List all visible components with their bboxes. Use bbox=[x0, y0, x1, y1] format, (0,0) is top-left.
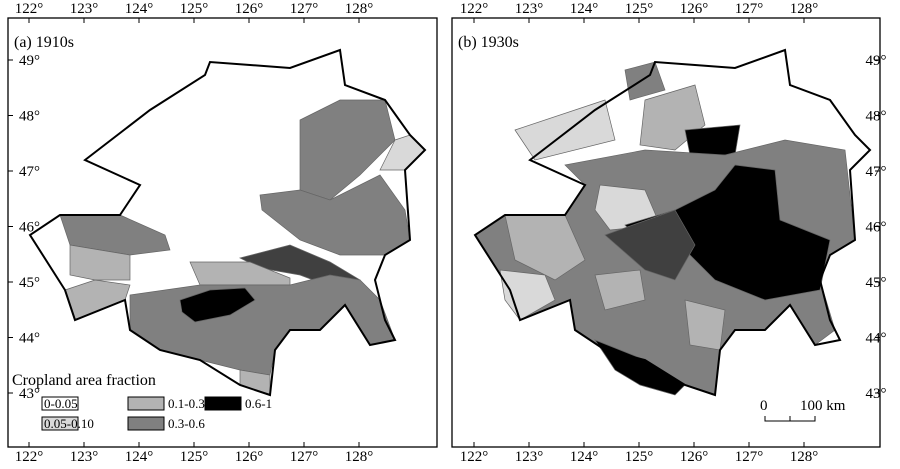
lon-label: 126° bbox=[235, 449, 264, 464]
lat-label: 48° bbox=[866, 109, 887, 125]
lat-label: 47° bbox=[19, 164, 40, 180]
lon-label: 127° bbox=[735, 1, 764, 17]
legend-item: 0.3-0.6 bbox=[168, 416, 205, 431]
lat-label: 45° bbox=[866, 275, 887, 291]
lat-label: 49° bbox=[866, 53, 887, 69]
legend-swatch bbox=[127, 416, 165, 431]
lon-label: 127° bbox=[735, 449, 764, 464]
lon-label: 122° bbox=[15, 449, 44, 464]
legend-item: 0.05-0.10 bbox=[44, 416, 94, 431]
lat-label: 43° bbox=[866, 386, 887, 402]
lat-label: 48° bbox=[19, 109, 40, 125]
lon-label: 122° bbox=[460, 449, 489, 464]
lon-label: 123° bbox=[515, 1, 544, 17]
lon-label: 123° bbox=[70, 449, 99, 464]
legend-item: 0.6-1 bbox=[245, 396, 272, 411]
lon-label: 125° bbox=[625, 1, 654, 17]
cropland-patches bbox=[59, 99, 426, 396]
lon-label: 122° bbox=[460, 1, 489, 17]
lon-label: 123° bbox=[70, 1, 99, 17]
legend-swatch bbox=[204, 396, 242, 411]
lon-label: 127° bbox=[290, 449, 319, 464]
lat-label: 46° bbox=[866, 220, 887, 236]
lon-label: 128° bbox=[345, 1, 374, 17]
lon-label: 125° bbox=[180, 1, 209, 17]
lon-label: 126° bbox=[680, 1, 709, 17]
lon-label: 125° bbox=[180, 449, 209, 464]
panel-label: (a) 1910s bbox=[14, 34, 74, 51]
panel-b: 0 100 km (b) 1930s 122° 122° 123° 123° 124° 12… bbox=[451, 1, 887, 465]
lat-label: 47° bbox=[866, 164, 887, 180]
lon-label: 126° bbox=[680, 449, 709, 464]
lon-label: 124° bbox=[570, 1, 599, 17]
legend-item: 0-0.05 bbox=[44, 396, 78, 411]
lat-label: 46° bbox=[19, 220, 40, 236]
legend-title: Cropland area fraction bbox=[12, 372, 156, 389]
panel-a: Cropland area fraction 0-0.05 0.1-0.3 0.… bbox=[7, 1, 438, 465]
lon-label: 123° bbox=[515, 449, 544, 464]
scale-bar bbox=[764, 416, 816, 422]
lon-label: 126° bbox=[235, 1, 264, 17]
panel-frame bbox=[451, 17, 881, 448]
lon-label: 128° bbox=[345, 449, 374, 464]
lat-label: 44° bbox=[19, 331, 40, 347]
lat-label: 45° bbox=[19, 275, 40, 291]
lon-label: 125° bbox=[625, 449, 654, 464]
panel-label: (b) 1930s bbox=[458, 34, 519, 51]
lon-label: 127° bbox=[290, 1, 319, 17]
legend-swatch bbox=[41, 396, 79, 411]
panel-frame bbox=[7, 17, 438, 448]
lat-label: 49° bbox=[19, 53, 40, 69]
lat-label: 43° bbox=[19, 386, 40, 402]
scale-zero: 0 bbox=[760, 398, 768, 414]
lon-label: 124° bbox=[570, 449, 599, 464]
lon-label: 124° bbox=[125, 449, 154, 464]
lon-label: 122° bbox=[15, 1, 44, 17]
legend-swatch bbox=[127, 396, 165, 411]
legend-item: 0.1-0.3 bbox=[168, 396, 205, 411]
lon-label: 128° bbox=[790, 449, 819, 464]
lon-label: 124° bbox=[125, 1, 154, 17]
lat-label: 44° bbox=[866, 331, 887, 347]
scale-distance: 100 km bbox=[800, 398, 846, 414]
lon-label: 128° bbox=[790, 1, 819, 17]
legend-swatch bbox=[41, 416, 79, 431]
